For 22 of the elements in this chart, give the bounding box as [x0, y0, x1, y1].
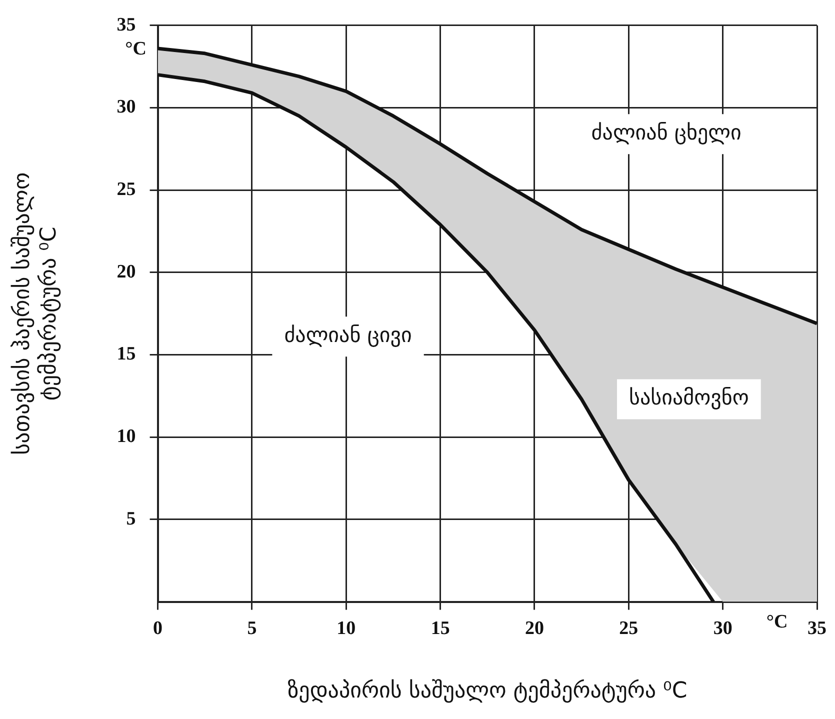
annotation: ძალიან ცივი: [284, 323, 412, 348]
text: °C: [125, 38, 146, 60]
y-tick-label: 20: [116, 261, 136, 282]
y-tick-label: 35: [116, 14, 136, 36]
y-tick-label: 30: [116, 96, 136, 118]
annotation: სასიამოვნო: [628, 386, 749, 410]
x-tick-label: 25: [619, 618, 638, 640]
y-axis-title: სათავსის ჰაერის საშუალო ტემპერატურა ⁰C: [10, 172, 62, 455]
x-tick-label: 35: [808, 618, 826, 640]
x-tick-label: 0: [153, 618, 163, 640]
x-tick-label: 5: [247, 618, 257, 640]
x-tick-label: 10: [336, 618, 356, 640]
y-tick-label: 15: [116, 344, 136, 365]
x-axis-title: ზედაპირის საშუალო ტემპერატურა ⁰C: [288, 678, 688, 704]
y-tick-label: 25: [116, 178, 136, 200]
y-tick-label: 10: [116, 426, 136, 448]
annotation: ძალიან ცხელი: [591, 120, 742, 145]
y-tick-label: 5: [126, 508, 136, 530]
x-tick-label: 30: [713, 618, 732, 640]
x-tick-label: 15: [430, 618, 450, 640]
text: °C: [766, 612, 788, 633]
x-tick-label: 20: [524, 618, 544, 640]
